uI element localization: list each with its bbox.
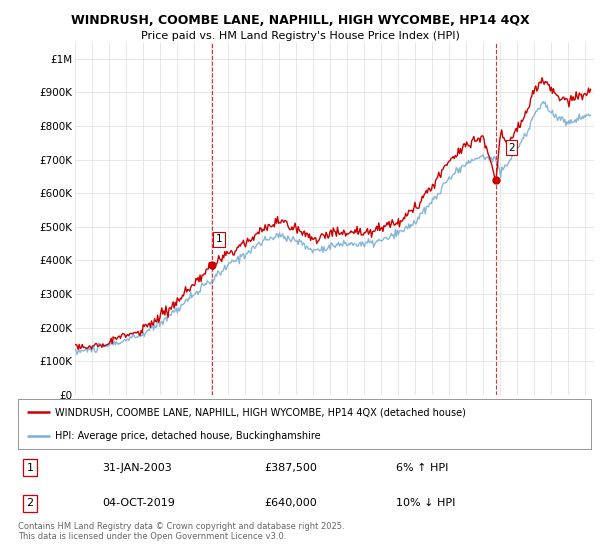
Text: WINDRUSH, COOMBE LANE, NAPHILL, HIGH WYCOMBE, HP14 4QX (detached house): WINDRUSH, COOMBE LANE, NAPHILL, HIGH WYC… [55, 407, 466, 417]
Text: 10% ↓ HPI: 10% ↓ HPI [396, 498, 455, 508]
Text: 04-OCT-2019: 04-OCT-2019 [102, 498, 175, 508]
Text: 31-JAN-2003: 31-JAN-2003 [102, 463, 172, 473]
Text: 6% ↑ HPI: 6% ↑ HPI [396, 463, 448, 473]
Text: WINDRUSH, COOMBE LANE, NAPHILL, HIGH WYCOMBE, HP14 4QX: WINDRUSH, COOMBE LANE, NAPHILL, HIGH WYC… [71, 14, 529, 27]
Text: HPI: Average price, detached house, Buckinghamshire: HPI: Average price, detached house, Buck… [55, 431, 321, 441]
Text: 2: 2 [26, 498, 34, 508]
Text: Contains HM Land Registry data © Crown copyright and database right 2025.
This d: Contains HM Land Registry data © Crown c… [18, 522, 344, 542]
Text: 2: 2 [508, 143, 515, 153]
Text: 1: 1 [216, 235, 223, 244]
Text: £640,000: £640,000 [264, 498, 317, 508]
Text: £387,500: £387,500 [264, 463, 317, 473]
Text: Price paid vs. HM Land Registry's House Price Index (HPI): Price paid vs. HM Land Registry's House … [140, 31, 460, 41]
Text: 1: 1 [26, 463, 34, 473]
